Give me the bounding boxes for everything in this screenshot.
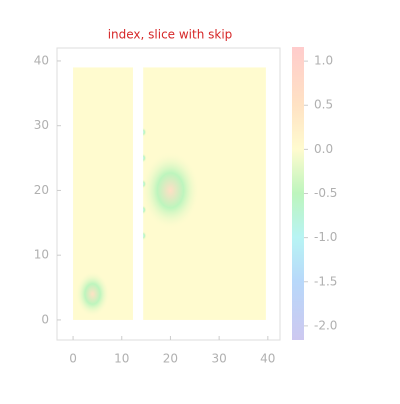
plot-frame [56,47,281,341]
colorbar-tick-label: 0.0 [314,142,333,156]
field-source [143,205,147,215]
chart-title: index, slice with skip [108,28,233,42]
colorbar-tick-label: -2.0 [314,318,337,332]
x-tick-label: 30 [211,352,226,366]
colorbar-tick-label: -1.0 [314,230,337,244]
field-source [143,153,147,163]
field-source [143,231,147,241]
colorbar [292,47,304,340]
field-source [143,151,200,230]
field-source [143,127,147,137]
y-tick-label: 10 [34,248,49,262]
x-tick-label: 0 [69,352,77,366]
colorbar-tick-label: -1.5 [314,274,337,288]
x-tick-label: 20 [163,352,178,366]
colorbar-tick-label: 0.5 [314,98,333,112]
field-source [75,271,110,317]
y-tick-label: 20 [34,183,49,197]
y-tick-label: 30 [34,118,49,132]
x-tick-label: 10 [114,352,129,366]
colorbar-tick-label: -0.5 [314,186,337,200]
x-tick-label: 40 [260,352,275,366]
y-tick-label: 40 [34,53,49,67]
field-source [143,179,147,189]
y-tick-label: 0 [41,312,49,326]
colorbar-tick-label: 1.0 [314,54,333,68]
